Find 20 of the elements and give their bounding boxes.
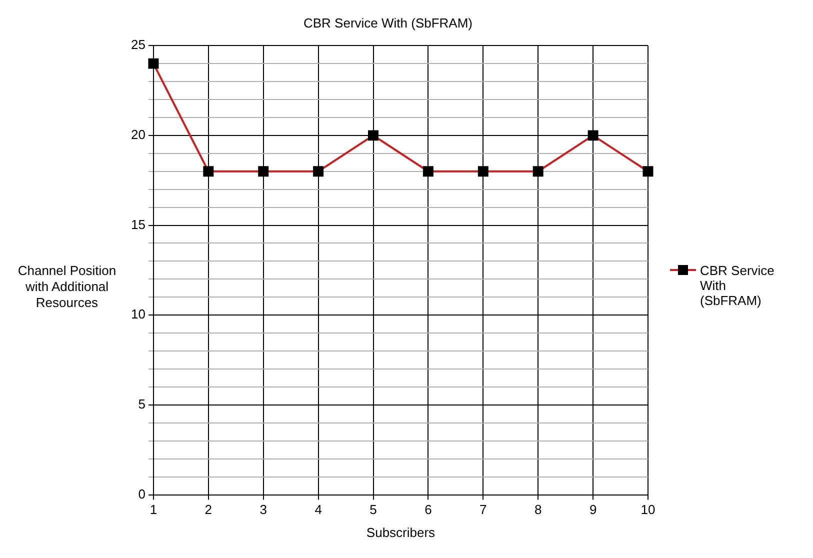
y-tick-label: 5 (138, 396, 146, 412)
x-tick-label: 10 (640, 502, 656, 518)
y-tick-label: 10 (130, 306, 146, 322)
y-tick-label: 20 (130, 127, 146, 142)
x-tick-label: 3 (260, 502, 267, 518)
x-axis-title: Subscribers (366, 524, 436, 540)
x-tick-label: 7 (480, 502, 487, 518)
chart-title: CBR Service With (SbFRAM) (303, 15, 473, 30)
y-tick-label: 25 (130, 37, 146, 52)
x-tick-label: 1 (150, 502, 158, 518)
y-axis-title: Channel Position with Additional Resources (16, 263, 118, 311)
y-tick-label: 15 (130, 216, 146, 232)
x-tick-label: 6 (424, 502, 432, 518)
x-tick-label: 4 (314, 502, 322, 518)
x-tick-label: 9 (589, 502, 597, 518)
x-tick-label: 5 (370, 502, 377, 518)
legend-label: CBR Service With (SbFRAM) (700, 263, 776, 308)
x-tick-label: 8 (534, 502, 542, 518)
x-tick-label: 2 (204, 502, 212, 518)
y-tick-label: 0 (138, 486, 146, 502)
